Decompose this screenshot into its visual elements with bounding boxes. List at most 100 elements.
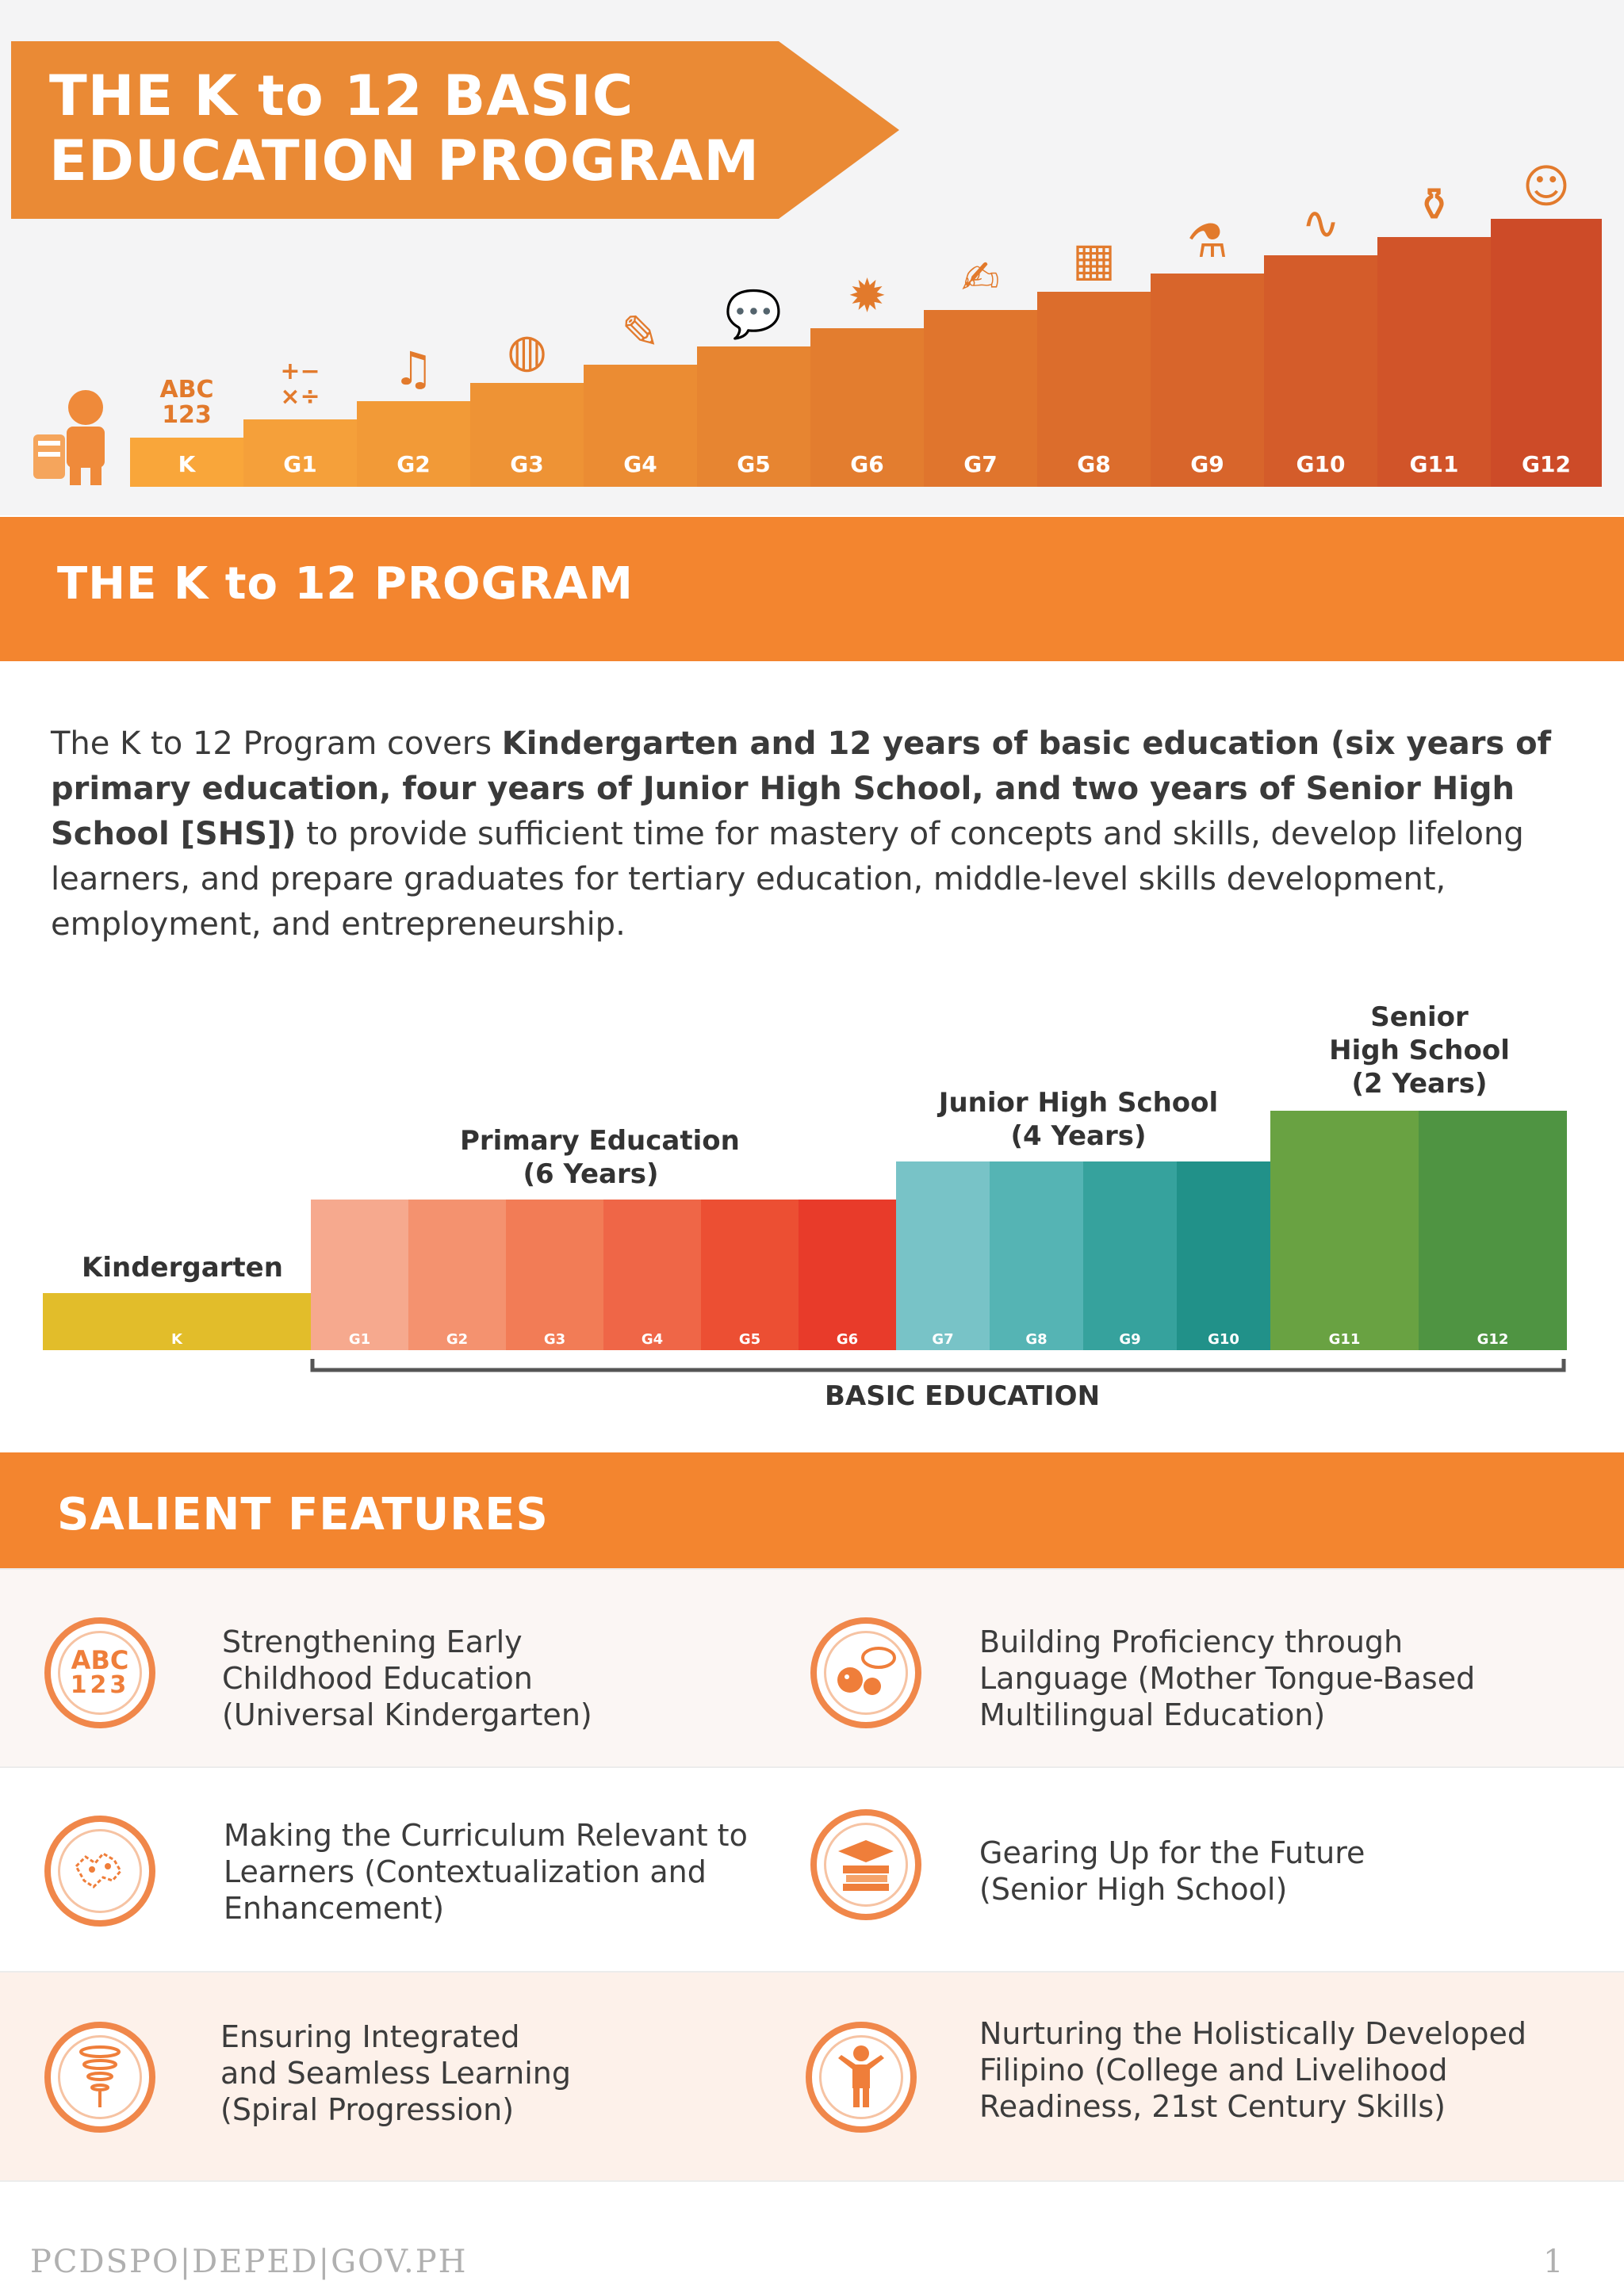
feature-text-line: Filipino (College and Livelihood — [979, 2053, 1448, 2087]
k12-structure-diagram: Kindergarten Primary Education (6 Years)… — [0, 983, 1624, 1427]
grade-segment-g6: G6 — [799, 1200, 896, 1350]
grade-step-label: G5 — [737, 451, 771, 477]
grade-segment-label: G1 — [348, 1331, 371, 1348]
microscope-icon: ⚗ — [1186, 214, 1228, 268]
feature-text-line: (Spiral Progression) — [220, 2092, 515, 2127]
grade-step-g11: G11 ⚱ — [1377, 182, 1491, 487]
feature-language-proficiency: Building Proficiency through Language (M… — [979, 1624, 1475, 1733]
grade-segment-g9: G9 — [1083, 1161, 1177, 1350]
features-row-3 — [0, 1971, 1624, 2182]
basketball-icon: ◍ — [507, 323, 547, 377]
grade-step-g2: G2 ♫ — [357, 346, 470, 487]
primary-label-line2: (6 Years) — [523, 1158, 659, 1190]
grade-segment-label: G3 — [543, 1331, 566, 1348]
graph-icon: ∿ — [1301, 196, 1340, 250]
student-icon — [33, 390, 105, 485]
grade-step-g6: G6 ✹ — [810, 273, 924, 487]
hero-header: THE K to 12 BASIC EDUCATION PROGRAM K ABC… — [0, 0, 1624, 515]
speech-bubbles-icon: 💬 — [725, 287, 783, 341]
title-banner — [11, 41, 899, 219]
abc-123-icon: ABC 123 — [159, 376, 214, 429]
grade-step-label: G9 — [1190, 451, 1224, 477]
senior-high-label: Senior High School (2 Years) — [1300, 1001, 1538, 1100]
primary-education-label: Primary Education (6 Years) — [460, 1124, 740, 1191]
feature-spiral-progression: Ensuring Integrated and Seamless Learnin… — [220, 2019, 571, 2128]
pencil-paper-icon: ✍ — [961, 251, 1000, 304]
primary-label-line1: Primary Education — [460, 1125, 740, 1157]
grade-segment-label: G5 — [738, 1331, 761, 1348]
feature-text-line: Childhood Education — [222, 1661, 533, 1696]
grade-step-label: G10 — [1296, 451, 1346, 477]
jhs-label-line2: (4 Years) — [1010, 1120, 1147, 1152]
feature-text-line: Learners (Contextualization and — [224, 1854, 707, 1889]
grade-segment-g10: G10 — [1177, 1161, 1270, 1350]
abc-123-icon: ABC 123 — [44, 1617, 155, 1728]
grade-step-label: G2 — [396, 451, 431, 477]
grade-segment-label: G7 — [932, 1331, 954, 1348]
grade-segment-label: G10 — [1208, 1331, 1239, 1348]
grade-segment-g12: G12 — [1419, 1111, 1567, 1350]
footer-source: PCDSPO|DEPED|GOV.PH — [30, 2244, 468, 2280]
abc-icon-text: ABC — [71, 1645, 129, 1675]
feature-holistic-filipino: Nurturing the Holistically Developed Fil… — [979, 2015, 1526, 2125]
feature-text-line: Building Proficiency through — [979, 1624, 1404, 1659]
feature-text-line: (Universal Kindergarten) — [222, 1697, 592, 1732]
grade-step-label: G12 — [1522, 451, 1571, 477]
grade-segment-label: G4 — [641, 1331, 664, 1348]
grade-step-g10: G10 ∿ — [1264, 200, 1377, 487]
program-description: The K to 12 Program covers Kindergarten … — [51, 721, 1581, 947]
grade-step-label: G6 — [850, 451, 884, 477]
grade-segment-label: G2 — [446, 1331, 469, 1348]
jhs-label-line1: Junior High School — [938, 1087, 1219, 1119]
grade-step-label: G8 — [1077, 451, 1111, 477]
basic-education-bracket — [310, 1359, 1566, 1372]
grade-segment-g2: G2 — [408, 1200, 506, 1350]
grade-step-g3: G3 ◍ — [470, 327, 584, 487]
grade-step-g5: G5 💬 — [697, 291, 810, 487]
shs-label-line1: Senior — [1370, 1001, 1469, 1033]
feature-text-line: Enhancement) — [224, 1891, 445, 1926]
grade-step-g12: G12 ☺ — [1491, 163, 1602, 487]
grade-segment-label: G8 — [1025, 1331, 1048, 1348]
grade-segment-g7: G7 — [896, 1161, 990, 1350]
feature-text-line: Nurturing the Holistically Developed — [979, 2016, 1527, 2051]
page-title-line1: THE K to 12 BASIC — [49, 63, 634, 128]
junior-high-label: Junior High School (4 Years) — [936, 1086, 1221, 1153]
person-icon — [806, 2022, 917, 2133]
grade-segment-k: K — [43, 1293, 311, 1350]
beaker-icon: ⚱ — [1415, 178, 1454, 232]
grade-step-g1: G1 +− ×÷ — [243, 359, 357, 487]
grade-segment-g3: G3 — [506, 1200, 603, 1350]
grade-step-g7: G7 ✍ — [924, 254, 1037, 487]
grade-step-k: K ABC 123 — [130, 377, 243, 487]
numbers-icon-text: 123 — [70, 1671, 130, 1699]
grade-step-label: G7 — [963, 451, 998, 477]
sun-icon: ✹ — [848, 269, 887, 323]
features-section-title: SALIENT FEATURES — [57, 1489, 549, 1540]
grade-segment-g8: G8 — [990, 1161, 1083, 1350]
grade-segment-label: K — [171, 1331, 182, 1348]
intro-text-bold: Kindergarten and 12 years of basic educa… — [51, 725, 1552, 852]
grade-segment-g1: G1 — [311, 1200, 408, 1350]
kindergarten-label: Kindergarten — [82, 1252, 283, 1284]
page-number: 1 — [1543, 2244, 1564, 2280]
feature-text-line: Strengthening Early — [222, 1624, 523, 1659]
speaking-faces-icon — [810, 1617, 921, 1728]
intro-text-2: to provide sufficient time for mastery o… — [51, 816, 1524, 943]
feature-curriculum-relevant: Making the Curriculum Relevant to Learne… — [224, 1817, 748, 1927]
grade-segment-label: G11 — [1328, 1331, 1361, 1348]
music-note-icon: ♫ — [393, 342, 435, 396]
grade-segment-label: G9 — [1119, 1331, 1141, 1348]
grade-step-label: G1 — [283, 451, 317, 477]
feature-text-line: Readiness, 21st Century Skills) — [979, 2089, 1446, 2124]
feature-text-line: Gearing Up for the Future — [979, 1835, 1365, 1870]
grade-step-label: G11 — [1409, 451, 1459, 477]
grade-segment-label: G6 — [836, 1331, 859, 1348]
shs-label-line3: (2 Years) — [1351, 1068, 1488, 1100]
grade-segment-g4: G4 — [603, 1200, 701, 1350]
feature-text-line: Making the Curriculum Relevant to — [224, 1818, 748, 1853]
books-graduation-cap-icon — [810, 1809, 921, 1920]
feature-text-line: Language (Mother Tongue-Based — [979, 1661, 1476, 1696]
philippine-map-icon — [44, 1816, 155, 1927]
grade-step-g8: G8 ▦ — [1037, 236, 1151, 487]
